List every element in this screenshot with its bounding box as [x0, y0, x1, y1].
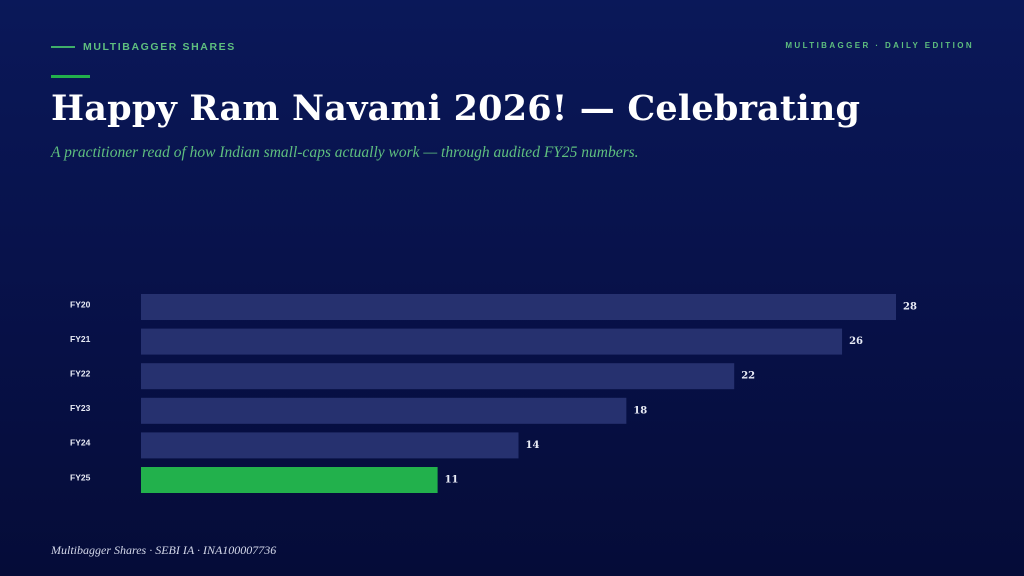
bar	[141, 397, 627, 424]
value-label: 26	[849, 336, 863, 347]
category-label: FY22	[70, 368, 91, 378]
edition: MULTIBAGGER · DAILY EDITION	[785, 41, 974, 50]
bar	[141, 467, 438, 493]
value-label: 28	[903, 302, 917, 313]
value-label: 11	[445, 475, 459, 486]
value-label: 18	[633, 405, 647, 416]
value-label: 22	[741, 371, 755, 382]
bar	[141, 432, 519, 459]
brand: MULTIBAGGER SHARES	[83, 41, 236, 53]
value-label: 14	[526, 440, 540, 451]
category-label: FY24	[70, 438, 91, 448]
accent-rule	[51, 75, 90, 78]
category-label: FY21	[70, 334, 91, 344]
bar	[141, 294, 896, 320]
category-label: FY20	[70, 299, 91, 309]
category-label: FY23	[70, 403, 91, 413]
title: Happy Ram Navami 2026! — Celebrating	[51, 88, 861, 129]
subtitle: A practitioner read of how Indian small-…	[51, 144, 639, 161]
kicker: MULTIBAGGER SHARES	[51, 41, 236, 53]
bar	[141, 328, 843, 355]
bar	[141, 363, 735, 390]
category-label: FY25	[70, 472, 91, 482]
footer: Multibagger Shares · SEBI IA · INA100007…	[51, 543, 277, 557]
